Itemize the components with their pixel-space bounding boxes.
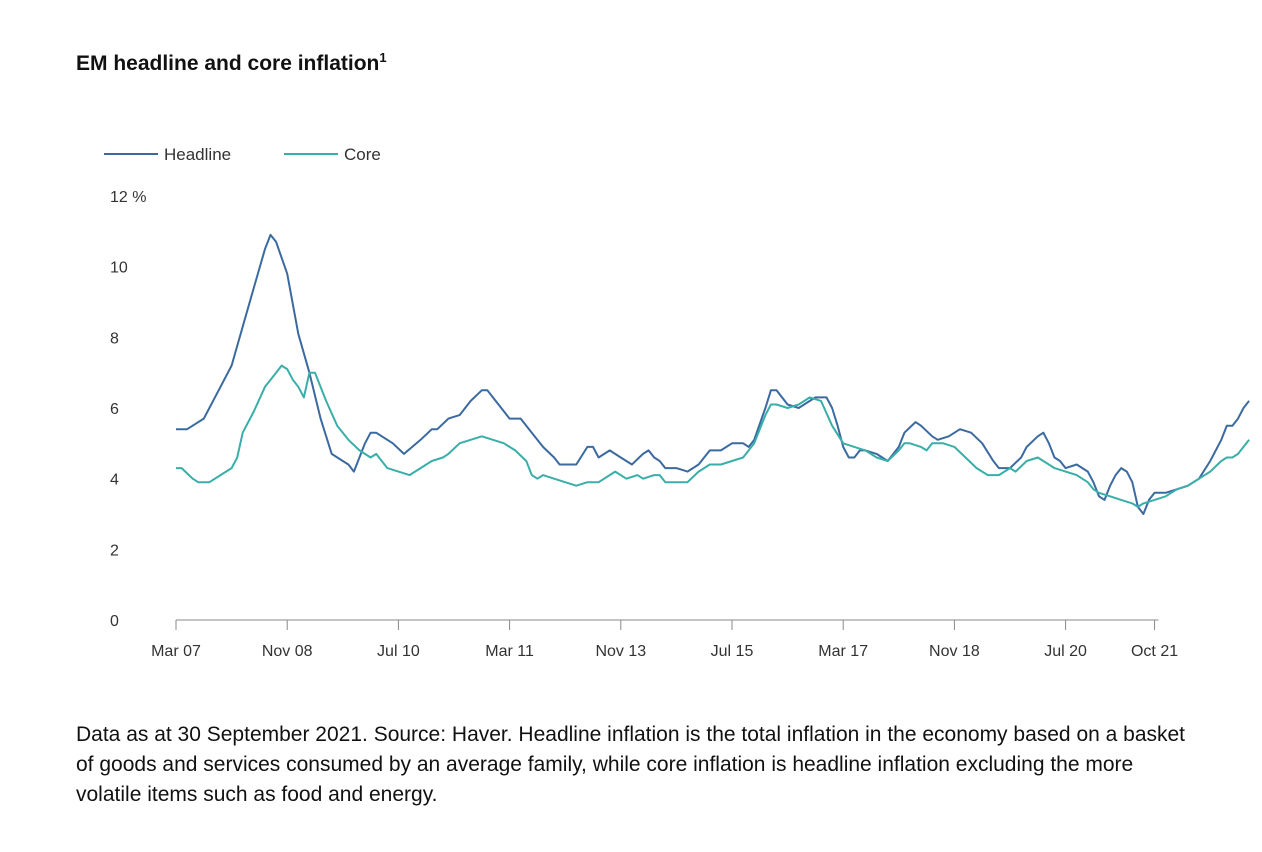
x-tick-label: Oct 21 (1131, 643, 1178, 660)
chart-caption: Data as at 30 September 2021. Source: Ha… (76, 723, 1186, 806)
legend: Headline Core (104, 145, 381, 164)
x-tick-label: Mar 07 (151, 643, 201, 660)
x-tick-label: Jul 20 (1044, 643, 1087, 660)
legend-label-headline: Headline (164, 145, 231, 164)
legend-label-core: Core (344, 145, 381, 164)
y-axis: 0 2 4 6 8 10 12 % (110, 189, 146, 630)
y-tick-label: 6 (110, 401, 119, 418)
x-tick-label: Jul 10 (377, 643, 420, 660)
chart-title-text: EM headline and core inflation (76, 52, 380, 75)
footnote-mark: 1 (379, 50, 387, 65)
series-line-core (176, 364, 1250, 508)
x-tick-label: Mar 11 (485, 643, 534, 660)
y-tick-label: 10 (110, 260, 128, 277)
y-tick-label: 8 (110, 330, 119, 347)
x-tick-label: Jul 15 (711, 643, 754, 660)
series-line-headline (176, 233, 1250, 515)
y-tick-label: 2 (110, 542, 119, 559)
x-tick-label: Nov 08 (262, 643, 313, 660)
line-chart: Headline Core 0 2 4 6 8 10 12 % Mar 07 Nov 08 Jul… (104, 145, 1250, 660)
y-tick-label: 4 (110, 472, 119, 489)
x-tick-label: Mar 17 (818, 643, 868, 660)
y-tick-label: 0 (110, 613, 119, 630)
x-axis: Mar 07 Nov 08 Jul 10 Mar 11 Nov 13 Jul 15 Mar … (151, 619, 1178, 660)
chart-title: EM headline and core inflation1 (76, 50, 387, 76)
x-tick-label: Nov 18 (929, 643, 980, 660)
series-group (176, 233, 1250, 515)
y-tick-label: 12 % (110, 189, 146, 206)
x-tick-label: Nov 13 (595, 643, 646, 660)
